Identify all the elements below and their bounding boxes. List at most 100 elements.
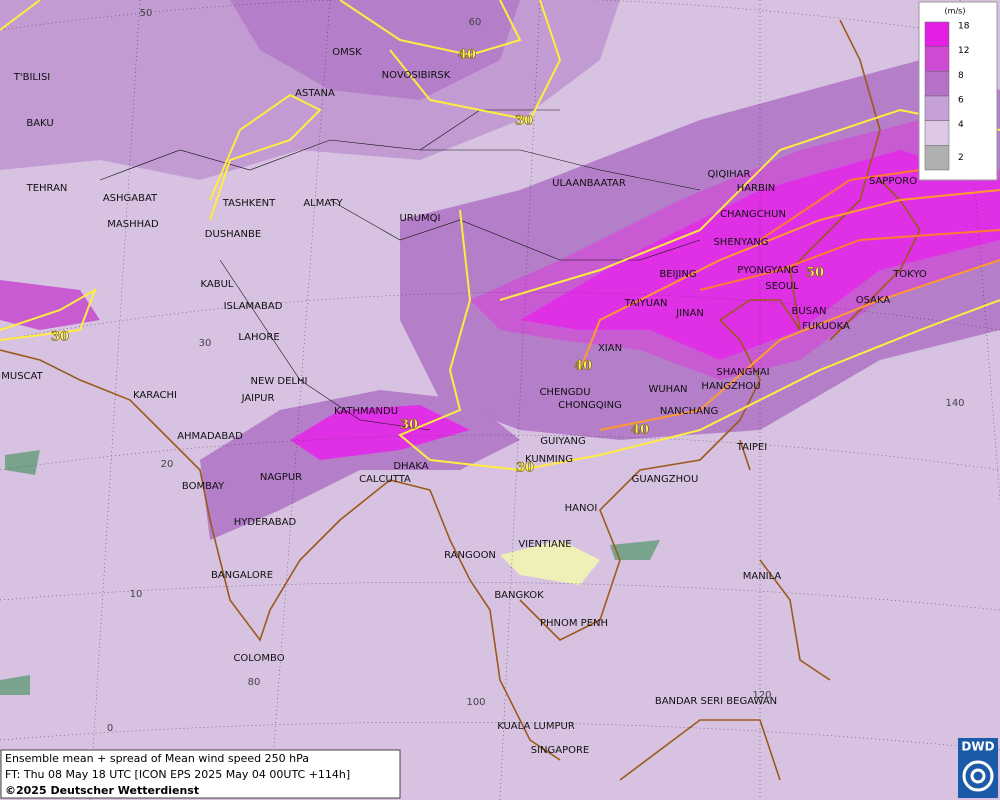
caption-line: ©2025 Deutscher Wetterdienst <box>5 784 199 797</box>
city-label: CHANGCHUN <box>720 209 786 220</box>
city-label: HYDERABAD <box>234 517 297 528</box>
longitude-line <box>89 0 1000 801</box>
caption-line: Ensemble mean + spread of Mean wind spee… <box>5 752 309 765</box>
border <box>99 109 701 431</box>
coast <box>519 19 881 641</box>
shade <box>500 540 600 585</box>
legend-swatch <box>924 120 950 146</box>
city-label: JAIPUR <box>241 393 275 404</box>
city-label: BOMBAY <box>182 481 225 492</box>
contour <box>0 0 322 221</box>
legend-swatch <box>924 145 950 171</box>
city-label: QIQIHAR <box>708 169 751 180</box>
grid-label: 10 <box>130 589 143 600</box>
city-label: PYONGYANG <box>737 265 798 276</box>
shade <box>520 150 1000 360</box>
legend-tick-label: 2 <box>958 153 964 163</box>
logo: DWD <box>958 738 998 798</box>
city-label: HARBIN <box>737 183 776 194</box>
caption-line: FT: Thu 08 May 18 UTC [ICON EPS 2025 May… <box>5 768 350 781</box>
shade <box>230 0 520 100</box>
city-label: ISLAMABAD <box>224 301 283 312</box>
city-label: GUIYANG <box>540 436 585 447</box>
grid-label: 80 <box>248 677 261 688</box>
city-label: COLOMBO <box>233 653 284 664</box>
city-label: VIENTIANE <box>518 539 571 550</box>
city-label: BAKU <box>26 118 53 129</box>
grid-label: 100 <box>466 697 485 708</box>
contour-label: 30 <box>51 330 69 345</box>
contour-label: 40 <box>458 48 476 63</box>
city-label: MASHHAD <box>107 219 159 230</box>
shade <box>0 280 100 330</box>
legend-tick-label: 12 <box>958 46 969 56</box>
wind-shading <box>0 0 1000 695</box>
city-label: DHAKA <box>393 461 428 472</box>
grid-label: 140 <box>945 398 964 409</box>
contour-label: 30 <box>515 114 533 129</box>
grid-label: 30 <box>199 338 212 349</box>
city-label: TOKYO <box>892 269 927 280</box>
logo-box <box>958 738 998 798</box>
city-label: FUKUOKA <box>802 321 850 332</box>
city-label: AHMADABAD <box>177 431 243 442</box>
city-label: TAIYUAN <box>624 298 668 309</box>
city-label: KATHMANDU <box>334 406 398 417</box>
contour <box>699 169 1000 291</box>
city-label: BANDAR SERI BEGAWAN <box>655 696 777 707</box>
city-label: CALCUTTA <box>359 474 411 485</box>
contour <box>339 0 562 122</box>
grid-label: 120 <box>752 690 771 701</box>
city-label: CHONGQING <box>558 400 622 411</box>
grid-label: 60 <box>469 17 482 28</box>
contour-label: 30 <box>516 461 534 476</box>
logo-text: DWD <box>961 740 994 754</box>
city-label: HANOI <box>565 503 598 514</box>
city-label: SINGAPORE <box>531 745 590 756</box>
city-label: KABUL <box>201 279 234 290</box>
legend: (m/s) 18 12 8 6 4 2 <box>918 1 998 181</box>
city-label: ULAANBAATAR <box>552 178 626 189</box>
city-label: NAGPUR <box>260 472 302 483</box>
city-label: TAIPEI <box>736 442 767 453</box>
contour <box>499 108 1000 301</box>
city-label: DUSHANBE <box>205 229 261 240</box>
legend-tick-label: 18 <box>958 22 970 32</box>
city-label: CHENGDU <box>539 387 590 398</box>
contour <box>0 287 97 341</box>
contour-label: 30 <box>400 418 418 433</box>
city-label: NEW DELHI <box>251 376 308 387</box>
contour-label: 40 <box>574 359 592 374</box>
city-label: KUNMING <box>525 454 573 465</box>
grid-label: 0 <box>107 723 113 734</box>
shade <box>290 405 470 460</box>
contour-label: 50 <box>806 266 824 281</box>
city-label: RANGOON <box>444 550 496 561</box>
city-label: ALMATY <box>303 198 343 209</box>
legend-unit: (m/s) <box>945 7 966 16</box>
city-label: TASHKENT <box>222 198 276 209</box>
legend-bar: 18 12 8 6 4 2 <box>924 22 970 171</box>
city-label: TEHRAN <box>26 183 68 194</box>
caption-box <box>0 749 401 799</box>
legend-swatch <box>924 46 950 72</box>
city-label: NOVOSIBIRSK <box>382 70 451 81</box>
city-label: WUHAN <box>648 384 687 395</box>
contour <box>579 189 1000 431</box>
city-label: SEOUL <box>765 281 799 292</box>
logo-swirl <box>970 768 986 784</box>
city-label: KARACHI <box>133 390 177 401</box>
city-label: XIAN <box>598 343 622 354</box>
contours <box>0 0 1000 472</box>
legend-tick-label: 4 <box>958 120 964 130</box>
city-label: URUMQI <box>399 213 440 224</box>
city-label: OSAKA <box>856 295 891 306</box>
contour-label: 40 <box>631 423 649 438</box>
city-label: BANGKOK <box>494 590 544 601</box>
city-label: LAHORE <box>238 332 279 343</box>
legend-tick-label: 6 <box>958 96 964 106</box>
city-label: PHNOM PENH <box>540 618 608 629</box>
legend-tick-label: 8 <box>958 71 964 81</box>
